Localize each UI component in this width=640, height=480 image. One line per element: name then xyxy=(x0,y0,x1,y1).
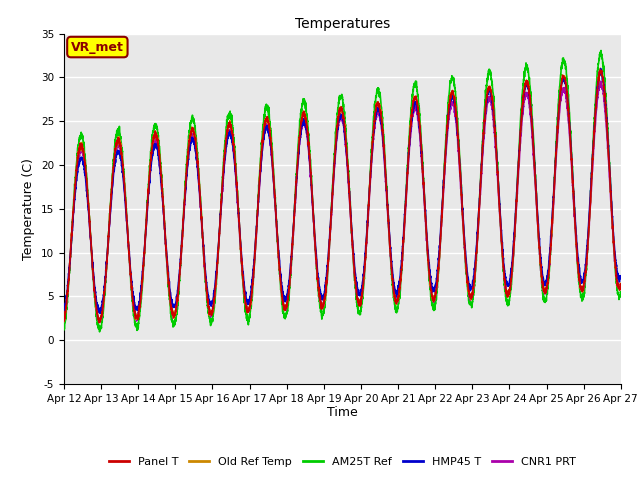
AM25T Ref xyxy=(216,227,223,233)
CNR1 PRT xyxy=(60,319,68,324)
Panel T xyxy=(406,124,414,130)
CNR1 PRT xyxy=(617,284,625,290)
Line: AM25T Ref: AM25T Ref xyxy=(64,50,621,332)
HMP45 T xyxy=(617,273,625,279)
CNR1 PRT xyxy=(597,78,605,84)
Title: Temperatures: Temperatures xyxy=(295,17,390,31)
Panel T xyxy=(564,100,572,106)
CNR1 PRT xyxy=(97,319,104,324)
AM25T Ref xyxy=(564,87,572,93)
Line: HMP45 T: HMP45 T xyxy=(64,69,621,313)
CNR1 PRT xyxy=(617,282,625,288)
AM25T Ref xyxy=(597,48,605,53)
HMP45 T xyxy=(397,265,404,271)
AM25T Ref xyxy=(406,115,414,121)
AM25T Ref xyxy=(617,290,625,296)
HMP45 T xyxy=(617,275,625,280)
CNR1 PRT xyxy=(397,275,404,281)
HMP45 T xyxy=(406,129,414,135)
HMP45 T xyxy=(60,309,68,314)
Old Ref Temp xyxy=(564,102,572,108)
Old Ref Temp xyxy=(180,216,188,221)
CNR1 PRT xyxy=(216,228,223,234)
Panel T xyxy=(216,227,223,232)
AM25T Ref xyxy=(96,329,104,335)
AM25T Ref xyxy=(60,327,68,333)
HMP45 T xyxy=(564,101,572,107)
HMP45 T xyxy=(597,66,605,72)
Old Ref Temp xyxy=(617,283,625,289)
CNR1 PRT xyxy=(564,113,572,119)
Y-axis label: Temperature (C): Temperature (C) xyxy=(22,158,35,260)
CNR1 PRT xyxy=(180,216,188,221)
Text: VR_met: VR_met xyxy=(71,40,124,54)
Old Ref Temp xyxy=(596,65,604,71)
X-axis label: Time: Time xyxy=(327,407,358,420)
Line: Old Ref Temp: Old Ref Temp xyxy=(64,68,621,323)
Panel T xyxy=(60,318,68,324)
Old Ref Temp xyxy=(95,320,102,325)
HMP45 T xyxy=(216,225,223,230)
AM25T Ref xyxy=(617,289,625,295)
Panel T xyxy=(96,320,104,325)
Old Ref Temp xyxy=(397,276,404,282)
Legend: Panel T, Old Ref Temp, AM25T Ref, HMP45 T, CNR1 PRT: Panel T, Old Ref Temp, AM25T Ref, HMP45 … xyxy=(104,453,580,471)
Panel T xyxy=(180,215,188,221)
AM25T Ref xyxy=(397,279,404,285)
AM25T Ref xyxy=(180,216,188,221)
Old Ref Temp xyxy=(617,280,625,286)
HMP45 T xyxy=(97,311,104,316)
CNR1 PRT xyxy=(406,134,414,140)
Old Ref Temp xyxy=(216,226,223,232)
Old Ref Temp xyxy=(406,122,414,128)
Panel T xyxy=(397,275,404,280)
Panel T xyxy=(617,283,625,288)
Panel T xyxy=(596,67,604,73)
Line: CNR1 PRT: CNR1 PRT xyxy=(64,81,621,322)
Old Ref Temp xyxy=(60,319,68,324)
HMP45 T xyxy=(180,217,188,223)
Panel T xyxy=(617,281,625,287)
Line: Panel T: Panel T xyxy=(64,70,621,323)
